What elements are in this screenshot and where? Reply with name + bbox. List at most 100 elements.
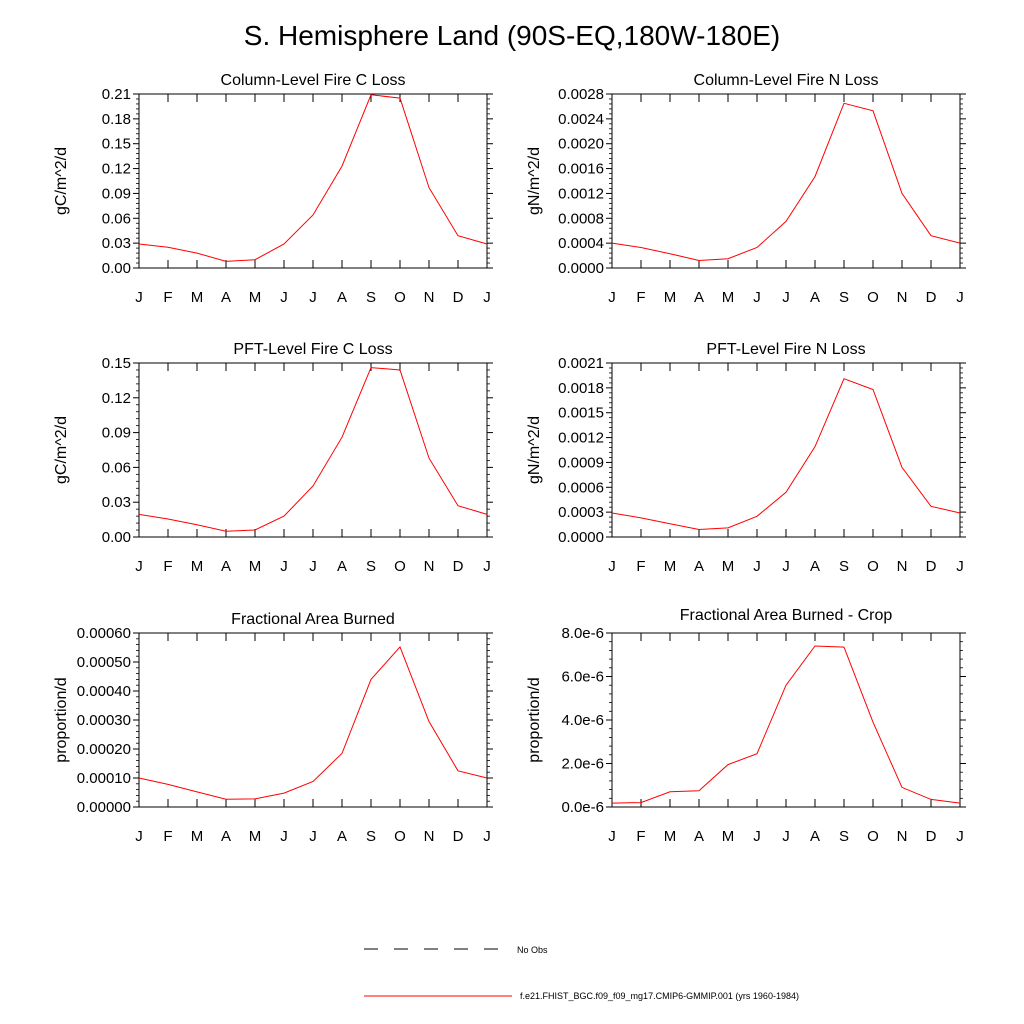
series-line <box>138 367 488 532</box>
page-title: S. Hemisphere Land (90S-EQ,180W-180E) <box>243 20 781 51</box>
y-axis-label: gN/m^2/d <box>526 147 543 215</box>
y-tick-label: 0.0003 <box>558 504 604 521</box>
y-tick-label: 0.0020 <box>558 136 604 153</box>
x-tick-label: A <box>694 828 704 845</box>
y-tick-label: 0.0009 <box>558 454 604 471</box>
x-tick-label: A <box>337 828 347 845</box>
x-tick-label: M <box>191 289 204 306</box>
y-tick-label: 0.0012 <box>558 430 604 447</box>
x-tick-label: J <box>309 289 317 306</box>
x-tick-label: D <box>453 558 464 575</box>
x-tick-label: F <box>163 558 172 575</box>
y-axis-label: proportion/d <box>526 677 543 762</box>
x-tick-label: N <box>897 828 908 845</box>
y-tick-label: 0.0016 <box>558 161 604 178</box>
y-tick-label: 0.0012 <box>558 185 604 202</box>
x-tick-label: J <box>753 828 761 845</box>
series-line <box>138 645 488 800</box>
y-tick-label: 0.09 <box>102 185 131 202</box>
panel-title: PFT-Level Fire N Loss <box>706 341 865 358</box>
x-tick-label: F <box>636 289 645 306</box>
y-tick-label: 0.12 <box>102 161 131 178</box>
x-tick-label: J <box>956 558 964 575</box>
y-axis-label: gN/m^2/d <box>526 416 543 484</box>
x-tick-label: M <box>191 558 204 575</box>
plot-frame <box>138 362 488 538</box>
y-tick-label: 0.00000 <box>77 799 131 816</box>
x-tick-label: A <box>810 289 820 306</box>
x-tick-label: S <box>366 558 376 575</box>
x-tick-label: J <box>483 558 491 575</box>
x-tick-label: O <box>394 828 406 845</box>
x-tick-label: A <box>810 828 820 845</box>
y-axis-label: proportion/d <box>53 677 70 762</box>
x-tick-label: O <box>867 558 879 575</box>
x-tick-label: O <box>867 828 879 845</box>
panel-title: Column-Level Fire C Loss <box>221 72 406 89</box>
x-tick-label: A <box>337 558 347 575</box>
x-tick-label: M <box>722 558 735 575</box>
x-tick-label: M <box>249 289 262 306</box>
x-tick-label: J <box>782 289 790 306</box>
y-tick-label: 0.0018 <box>558 380 604 397</box>
x-tick-label: S <box>366 828 376 845</box>
y-tick-label: 0.00040 <box>77 683 131 700</box>
y-tick-label: 2.0e-6 <box>561 756 604 773</box>
x-tick-label: J <box>753 558 761 575</box>
y-tick-label: 0.0006 <box>558 479 604 496</box>
y-tick-label: 0.09 <box>102 425 131 442</box>
y-tick-label: 0.0008 <box>558 210 604 227</box>
y-tick-label: 0.0024 <box>558 111 604 128</box>
x-tick-label: A <box>694 289 704 306</box>
y-tick-label: 0.15 <box>102 136 131 153</box>
y-tick-label: 0.0e-6 <box>561 799 604 816</box>
series-line <box>611 102 961 262</box>
plot-frame <box>611 93 961 269</box>
y-tick-label: 0.06 <box>102 459 131 476</box>
panel-title: PFT-Level Fire C Loss <box>233 341 392 358</box>
x-tick-label: A <box>337 289 347 306</box>
y-tick-label: 6.0e-6 <box>561 669 604 686</box>
x-tick-label: S <box>839 828 849 845</box>
y-tick-label: 0.0000 <box>558 260 604 277</box>
x-tick-label: F <box>163 289 172 306</box>
x-tick-label: M <box>664 828 677 845</box>
y-tick-label: 0.21 <box>102 86 131 103</box>
y-tick-label: 0.0000 <box>558 529 604 546</box>
x-tick-label: A <box>221 828 231 845</box>
x-tick-label: J <box>782 558 790 575</box>
x-tick-label: S <box>839 558 849 575</box>
y-tick-label: 0.00 <box>102 529 131 546</box>
plot-frame <box>611 362 961 538</box>
y-axis-label: gC/m^2/d <box>53 147 70 215</box>
y-tick-label: 0.00030 <box>77 712 131 729</box>
x-tick-label: A <box>221 289 231 306</box>
x-tick-label: F <box>163 828 172 845</box>
series-line <box>138 94 488 262</box>
y-tick-label: 0.06 <box>102 210 131 227</box>
x-tick-label: M <box>664 289 677 306</box>
y-tick-label: 0.03 <box>102 494 131 511</box>
y-tick-label: 0.00010 <box>77 770 131 787</box>
x-tick-label: M <box>191 828 204 845</box>
x-tick-label: N <box>424 558 435 575</box>
x-tick-label: A <box>221 558 231 575</box>
y-tick-label: 0.00050 <box>77 654 131 671</box>
plot-frame <box>611 632 961 808</box>
y-tick-label: 0.0028 <box>558 86 604 103</box>
x-tick-label: D <box>453 289 464 306</box>
x-tick-label: J <box>135 289 143 306</box>
x-tick-label: S <box>839 289 849 306</box>
x-tick-label: O <box>394 558 406 575</box>
x-tick-label: J <box>782 828 790 845</box>
y-tick-label: 0.0021 <box>558 355 604 372</box>
x-tick-label: M <box>249 828 262 845</box>
x-tick-label: O <box>394 289 406 306</box>
legend-model-label: f.e21.FHIST_BGC.f09_f09_mg17.CMIP6-GMMIP… <box>520 991 799 1001</box>
x-tick-label: N <box>897 558 908 575</box>
x-tick-label: F <box>636 828 645 845</box>
y-tick-label: 0.15 <box>102 355 131 372</box>
x-tick-label: S <box>366 289 376 306</box>
x-tick-label: M <box>664 558 677 575</box>
